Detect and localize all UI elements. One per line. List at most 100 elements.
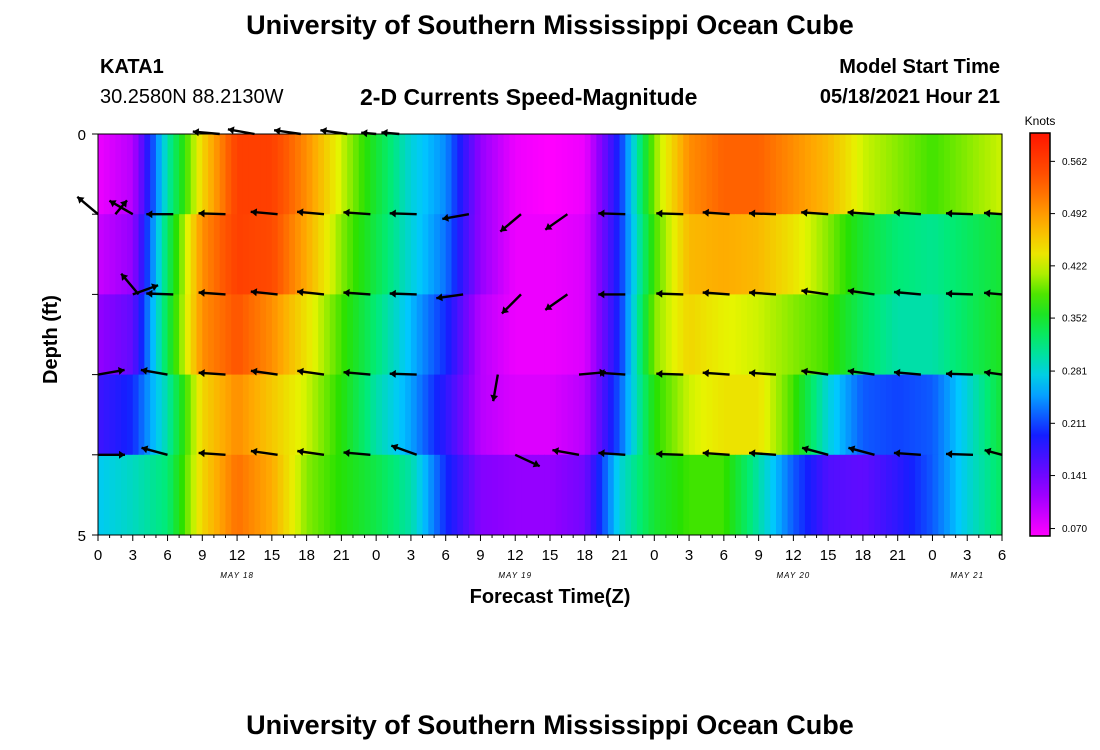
heatmap-cell	[996, 214, 1003, 295]
heatmap-cell	[422, 294, 429, 376]
heatmap-cell	[300, 374, 308, 456]
vector-head	[802, 445, 809, 454]
x-tick-label: 6	[720, 547, 728, 564]
heatmap-cell	[944, 374, 951, 456]
heatmap-cell	[266, 454, 273, 536]
heatmap-cell	[347, 374, 354, 456]
x-tick-label: 3	[129, 547, 137, 564]
heatmap-cell	[184, 454, 192, 536]
heatmap-cell	[891, 374, 899, 456]
heatmap-cell	[387, 134, 395, 215]
heatmap-cell	[810, 374, 818, 456]
figure-title-top: University of Southern Mississippi Ocean…	[246, 10, 854, 40]
heatmap-cell	[573, 374, 580, 456]
x-tick-label: 12	[507, 547, 524, 564]
heatmap-cell	[961, 374, 968, 456]
current-vector	[227, 126, 255, 136]
colorbar-tick-label: 0.281	[1062, 367, 1087, 378]
heatmap-cell	[254, 454, 261, 536]
heatmap-cell	[312, 374, 319, 456]
heatmap-cell	[787, 214, 794, 295]
heatmap-cell	[723, 454, 731, 536]
vector-head	[389, 369, 396, 378]
heatmap-cell	[747, 454, 754, 536]
vector-head	[598, 449, 605, 458]
vector-head	[120, 200, 127, 208]
heatmap-cell	[932, 374, 939, 456]
heatmap-cell	[741, 374, 748, 456]
heatmap-cell	[144, 134, 151, 215]
heatmap-cell	[677, 294, 684, 376]
colorbar-tick-label: 0.562	[1062, 157, 1087, 168]
current-vector	[984, 369, 1003, 377]
heatmap-cell	[961, 294, 968, 376]
heatmap-cell	[793, 294, 800, 376]
heatmap-cell	[271, 294, 279, 376]
current-vector	[442, 213, 470, 222]
heatmap-cell	[845, 294, 852, 376]
heatmap-cell	[804, 294, 812, 376]
heatmap-cell	[376, 374, 383, 456]
heatmap-cell	[868, 374, 876, 456]
heatmap-cell	[764, 374, 771, 456]
heatmap-cell	[619, 214, 626, 295]
heatmap-cell	[973, 134, 980, 215]
heatmap-cell	[393, 134, 400, 215]
heatmap-cell	[161, 294, 169, 376]
heatmap-cell	[480, 454, 487, 536]
heatmap-cell	[318, 134, 325, 215]
vector-head	[250, 288, 258, 297]
heatmap-cell	[764, 134, 771, 215]
heatmap-cell	[167, 134, 174, 215]
heatmap-cell	[781, 454, 789, 536]
heatmap-cell	[636, 454, 644, 536]
heatmap-cell	[677, 134, 684, 215]
current-vector	[389, 369, 417, 378]
heatmap-cell	[532, 134, 540, 215]
current-vector	[893, 449, 921, 458]
current-vector	[702, 208, 730, 217]
heatmap-cell	[486, 134, 493, 215]
heatmap-cell	[492, 454, 499, 536]
heatmap-cell	[399, 134, 406, 215]
heatmap-cell	[758, 454, 766, 536]
current-vector	[273, 127, 301, 136]
heatmap-cell	[845, 454, 852, 536]
heatmap-cell	[839, 454, 847, 536]
heatmap-cell	[335, 374, 342, 456]
heatmap-cell	[410, 374, 418, 456]
vector-head	[109, 200, 117, 208]
x-tick-label: 9	[754, 547, 762, 564]
heatmap-cell	[451, 214, 458, 295]
heatmap-cell	[126, 294, 134, 376]
heatmap-cell	[816, 374, 823, 456]
heatmap-cell	[196, 374, 203, 456]
vector-head	[227, 126, 235, 135]
vector-arrows	[76, 126, 1003, 468]
current-vector	[490, 374, 499, 402]
heatmap-cell	[949, 134, 957, 215]
heatmap-cell	[573, 294, 580, 376]
heatmap-cell	[851, 454, 858, 536]
heatmap-cell	[851, 214, 858, 295]
station-coords: 30.2580N 88.2130W	[100, 86, 284, 108]
heatmap-cell	[723, 294, 731, 376]
heatmap-cell	[324, 294, 331, 376]
heatmap-cell	[990, 454, 997, 536]
heatmap-cell	[590, 214, 597, 295]
heatmap-cell	[857, 294, 864, 376]
heatmap-cell	[596, 294, 603, 376]
heatmap-cell	[822, 294, 829, 376]
heatmap-cell	[295, 454, 302, 536]
heatmap-cell	[776, 374, 783, 456]
current-vector	[945, 209, 974, 218]
heatmap-cell	[115, 454, 122, 536]
heatmap-cell	[712, 454, 719, 536]
current-vector	[250, 367, 278, 376]
heatmap-cell	[451, 454, 458, 536]
heatmap-cell	[422, 454, 429, 536]
heatmap-cell	[741, 294, 748, 376]
heatmap-cell	[752, 454, 760, 536]
heatmap-cell	[167, 214, 174, 295]
heatmap-cell	[329, 294, 337, 376]
